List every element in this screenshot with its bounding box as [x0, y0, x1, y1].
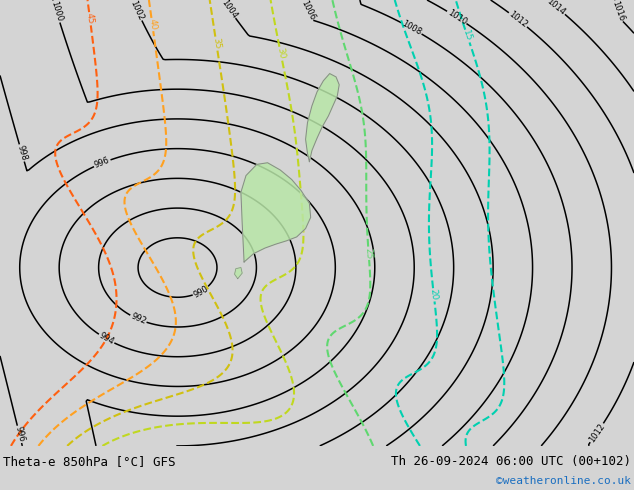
Text: 1012: 1012 — [587, 422, 607, 444]
Text: 1014: 1014 — [545, 0, 567, 17]
Polygon shape — [241, 163, 311, 262]
Text: 1008: 1008 — [400, 19, 423, 37]
Text: 15: 15 — [462, 29, 474, 43]
Text: 992: 992 — [129, 312, 147, 326]
Text: 1006: 1006 — [299, 0, 317, 22]
Text: 1012: 1012 — [507, 10, 529, 30]
Text: 20: 20 — [429, 289, 439, 301]
Polygon shape — [235, 268, 242, 279]
Text: 35: 35 — [211, 37, 222, 49]
Text: 30: 30 — [275, 47, 287, 60]
Text: Th 26-09-2024 06:00 UTC (00+102): Th 26-09-2024 06:00 UTC (00+102) — [391, 455, 631, 468]
Text: 1002: 1002 — [129, 0, 145, 22]
Text: 1010: 1010 — [446, 8, 468, 27]
Text: 25: 25 — [364, 247, 373, 259]
Text: 40: 40 — [147, 18, 158, 31]
Text: 1016: 1016 — [610, 0, 626, 23]
Text: 45: 45 — [85, 13, 95, 25]
Text: 990: 990 — [192, 284, 210, 299]
Text: 998: 998 — [15, 144, 29, 162]
Text: 996: 996 — [93, 156, 111, 170]
Polygon shape — [306, 74, 339, 162]
Text: 1000: 1000 — [49, 0, 64, 23]
Text: ©weatheronline.co.uk: ©weatheronline.co.uk — [496, 476, 631, 486]
Text: 994: 994 — [98, 331, 115, 346]
Text: Theta-e 850hPa [°C] GFS: Theta-e 850hPa [°C] GFS — [3, 455, 176, 468]
Text: 996: 996 — [13, 426, 26, 443]
Text: 1004: 1004 — [219, 0, 238, 20]
